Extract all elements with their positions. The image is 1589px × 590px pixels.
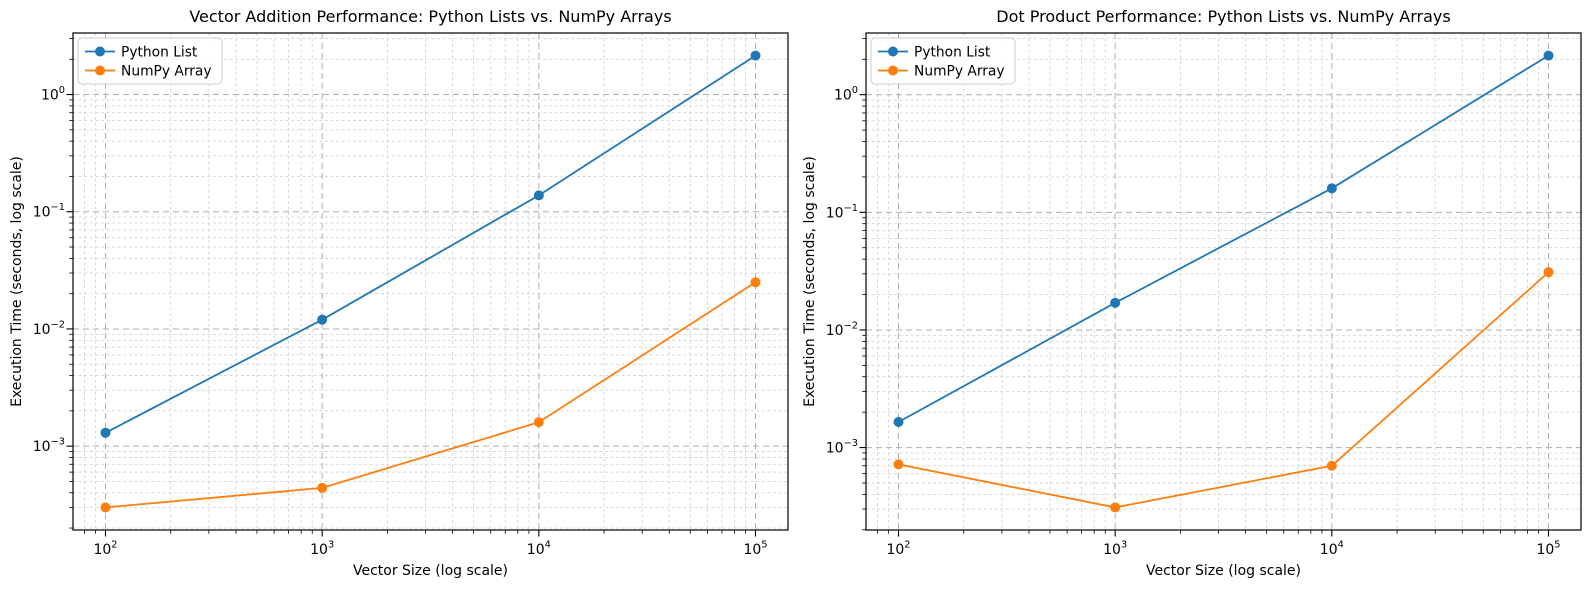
y-axis-label: Execution Time (seconds, log scale): [9, 156, 25, 407]
legend-marker: [95, 65, 105, 76]
legend-label: NumPy Array: [121, 64, 212, 80]
x-tick-label: 102: [886, 540, 910, 559]
legend: Python List NumPy Array: [870, 37, 1016, 85]
series-numpy-array: [100, 277, 761, 513]
grid-major: [866, 33, 1581, 530]
grid-minor: [73, 33, 788, 530]
grid-minor: [866, 33, 1581, 531]
chart-title: Dot Product Performance: Python Lists vs…: [996, 7, 1450, 26]
data-point: [893, 416, 904, 427]
data-point: [100, 427, 111, 438]
data-point: [750, 277, 761, 288]
x-axis-label: Vector Size (log scale): [353, 563, 508, 579]
data-point: [317, 314, 328, 325]
legend-item-numpy-array: NumPy Array: [85, 64, 212, 80]
plot-border: [865, 32, 1582, 531]
x-axis-label: Vector Size (log scale): [1146, 563, 1301, 579]
y-tick-label: 10−3: [826, 438, 858, 457]
data-point: [1326, 183, 1337, 194]
legend-item-numpy-array: NumPy Array: [878, 64, 1005, 80]
data-point: [1543, 50, 1554, 61]
y-tick-label: 100: [41, 85, 65, 104]
legend-item-python-list: Python List: [85, 45, 198, 61]
y-tick-label: 10−2: [826, 320, 858, 339]
y-tick-label: 10−3: [33, 437, 65, 456]
x-tick-label: 103: [310, 540, 334, 559]
legend-box: [870, 37, 1016, 85]
data-point: [893, 459, 904, 470]
legend-marker: [888, 46, 898, 57]
x-tick-label: 104: [1320, 540, 1344, 559]
legend-label: Python List: [914, 45, 991, 61]
x-tick-label: 105: [1536, 540, 1560, 559]
plot-area: 102 103 104 105 100 10−1 10−2 10−3 Python List Nu…: [826, 32, 1582, 559]
x-tick-label: 104: [527, 540, 551, 559]
y-tick-labels: 100 10−1 10−2 10−3: [826, 85, 858, 456]
legend-label: Python List: [121, 45, 198, 61]
series-numpy-array: [893, 267, 1554, 513]
legend-marker: [95, 46, 105, 57]
y-axis-label: Execution Time (seconds, log scale): [802, 156, 818, 407]
data-point: [317, 482, 328, 493]
legend-label: NumPy Array: [914, 64, 1005, 80]
x-tick-label: 105: [743, 540, 767, 559]
data-point: [533, 190, 544, 201]
data-point: [100, 502, 111, 513]
data-point: [533, 417, 544, 428]
series-line: [898, 54, 1549, 423]
x-tick-label: 102: [93, 540, 117, 559]
y-tick-labels: 100 10−1 10−2 10−3: [33, 85, 65, 455]
data-point: [1326, 460, 1337, 471]
series-python-list: [100, 50, 761, 438]
legend-item-python-list: Python List: [878, 45, 991, 61]
series-line: [105, 281, 756, 509]
series-line: [105, 54, 756, 434]
axis-ticks: [859, 38, 1550, 537]
axis-ticks: [66, 38, 757, 537]
plot-area: 102 103 104 105 100 10−1 10−2 10−3 Python List Nu…: [33, 32, 789, 559]
legend: Python List NumPy Array: [77, 37, 223, 85]
chart-title: Vector Addition Performance: Python List…: [189, 7, 671, 26]
y-tick-label: 10−2: [33, 319, 65, 338]
y-tick-label: 100: [834, 85, 858, 104]
data-point: [750, 50, 761, 61]
y-tick-label: 10−1: [826, 203, 858, 222]
x-tick-labels: 102 103 104 105: [886, 540, 1560, 559]
series-python-list: [893, 50, 1554, 427]
data-point: [1543, 267, 1554, 278]
legend-box: [77, 37, 223, 85]
chart-dot-product: 102 103 104 105 100 10−1 10−2 10−3 Python List Nu…: [802, 7, 1582, 579]
grid-major: [73, 33, 788, 530]
y-tick-label: 10−1: [33, 202, 65, 221]
series-line: [898, 271, 1550, 509]
data-point: [1110, 502, 1121, 513]
chart-vector-addition: 102 103 104 105 100 10−1 10−2 10−3 Python List Nu…: [9, 7, 789, 579]
legend-marker: [888, 65, 898, 76]
x-tick-labels: 102 103 104 105: [93, 540, 767, 559]
data-point: [1110, 297, 1121, 308]
x-tick-label: 103: [1103, 540, 1127, 559]
plot-border: [72, 32, 789, 531]
